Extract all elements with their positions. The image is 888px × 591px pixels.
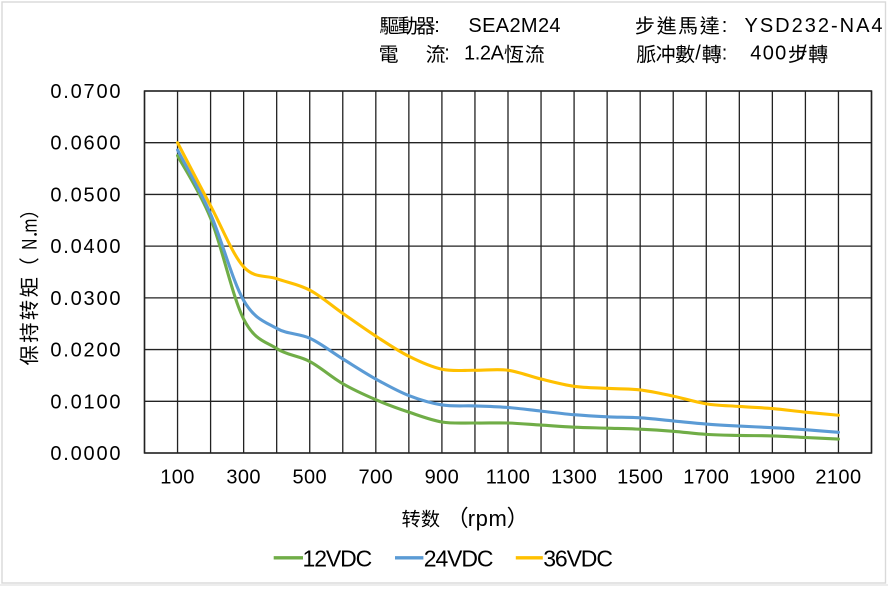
svg-text:2100: 2100 [815,467,861,489]
svg-text:1100: 1100 [486,467,531,489]
svg-text:/: / [801,42,807,64]
svg-text:400: 400 [750,42,787,64]
svg-text:YSD232-NA4: YSD232-NA4 [745,15,885,37]
svg-text:0.0700: 0.0700 [50,81,122,103]
svg-text:500: 500 [292,467,327,489]
svg-text:36VDC: 36VDC [543,546,612,572]
svg-text:SEA2M24: SEA2M24 [468,15,561,37]
svg-text:1300: 1300 [551,467,597,489]
svg-text:0.0400: 0.0400 [50,236,122,258]
svg-text::: : [444,42,450,64]
svg-text:/: / [695,42,701,64]
svg-text:0.0500: 0.0500 [50,184,122,206]
svg-text:300: 300 [226,467,261,489]
svg-text:0.0000: 0.0000 [50,443,122,465]
svg-text:0.0100: 0.0100 [50,391,122,413]
svg-text::: : [722,15,728,37]
svg-text:12VDC: 12VDC [303,546,372,572]
svg-text:900: 900 [425,467,460,489]
svg-text:100: 100 [160,467,195,489]
svg-text:0.0200: 0.0200 [50,340,122,362]
svg-text:1900: 1900 [749,467,795,489]
svg-text:0.0300: 0.0300 [50,288,122,310]
svg-text:1.2A: 1.2A [464,42,505,64]
svg-text:700: 700 [359,467,394,489]
svg-text:1500: 1500 [617,467,663,489]
svg-text:rpm: rpm [468,506,508,531]
svg-text::: : [434,15,440,37]
svg-text::: : [722,42,728,64]
svg-text:1700: 1700 [683,467,729,489]
svg-text:24VDC: 24VDC [424,546,493,572]
svg-text:0.0600: 0.0600 [50,133,122,155]
